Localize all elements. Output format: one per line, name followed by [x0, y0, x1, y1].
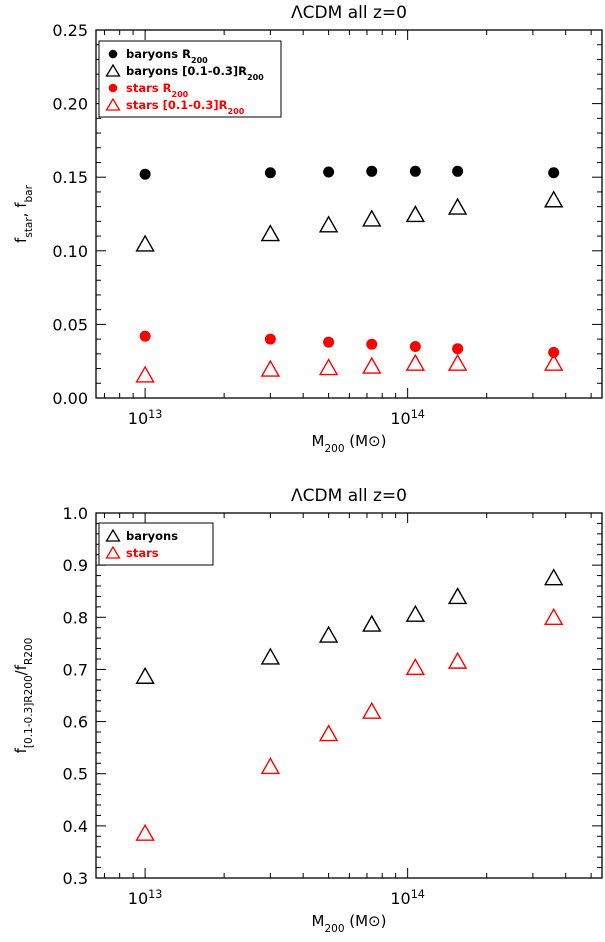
legend-label: baryons — [126, 529, 178, 543]
data-point — [318, 724, 339, 742]
data-point — [318, 358, 339, 376]
y-tick-label: 0.4 — [63, 817, 88, 836]
y-tick-label: 0.3 — [63, 869, 88, 888]
data-point — [260, 359, 281, 377]
y-tick-label: 0.10 — [52, 242, 88, 261]
data-point — [135, 365, 155, 383]
data-point — [548, 167, 560, 179]
data-point — [362, 701, 382, 719]
legend-marker — [105, 63, 121, 77]
data-point — [362, 356, 382, 374]
data-point — [447, 587, 468, 605]
data-point — [405, 657, 426, 676]
data-point — [447, 197, 468, 215]
legend-marker — [105, 97, 121, 111]
y-tick-label: 1.0 — [63, 504, 88, 523]
data-point — [264, 333, 276, 345]
chart-title: ΛCDM all z=0 — [291, 3, 407, 23]
data-point — [260, 757, 281, 775]
y-tick-label: 0.6 — [63, 713, 88, 732]
data-point — [452, 343, 464, 355]
x-tick-label: 1013 — [128, 408, 163, 429]
data-point — [548, 346, 560, 358]
data-point — [318, 625, 339, 643]
data-point — [135, 234, 155, 252]
data-point — [323, 336, 335, 348]
data-point — [362, 209, 382, 227]
x-tick-label: 1013 — [128, 888, 163, 909]
x-axis-label: M200 (M⊙) — [312, 432, 387, 455]
chart-panel-1: ΛCDM all z=0 1013 1014 0.00 0.05 0.10 0.15 0.20… — [12, 3, 603, 455]
legend-label: stars [0.1-0.3]R200 — [126, 98, 245, 116]
y-axis-label: f[0.1-0.3]R200/fR200 — [12, 638, 35, 754]
legend-label: baryons R200 — [126, 47, 208, 65]
plot-frame — [95, 512, 603, 879]
data-point — [405, 205, 426, 223]
data-point — [318, 215, 339, 233]
y-tick-label: 0.7 — [63, 660, 88, 679]
data-point — [452, 165, 464, 177]
data-point — [366, 338, 378, 350]
data-point — [260, 647, 281, 665]
data-point — [409, 340, 421, 352]
legend-label: stars — [126, 546, 159, 560]
data-point — [139, 168, 151, 180]
legend-marker — [108, 49, 118, 59]
data-point — [139, 330, 151, 342]
data-point — [366, 165, 378, 177]
y-tick-label: 0.20 — [52, 95, 88, 114]
data-point — [405, 353, 426, 371]
legend-label: stars R200 — [126, 81, 189, 99]
chart-title: ΛCDM all z=0 — [291, 486, 407, 506]
legend-label: baryons [0.1-0.3]R200 — [126, 64, 264, 82]
data-point — [447, 353, 468, 371]
x-tick-label: 1014 — [390, 888, 425, 909]
data-point — [135, 666, 155, 684]
x-axis-label: M200 (M⊙) — [312, 912, 387, 935]
data-point — [260, 224, 281, 242]
x-tick-label: 1014 — [390, 408, 425, 429]
y-tick-label: 0.25 — [52, 21, 88, 40]
data-point — [543, 607, 564, 626]
legend-marker — [105, 545, 121, 559]
data-point — [543, 190, 564, 208]
data-point — [323, 166, 335, 178]
data-point — [543, 568, 564, 586]
y-axis-label: fstar, fbar — [12, 184, 35, 243]
y-tick-label: 0.05 — [52, 315, 88, 334]
legend: baryons stars — [98, 522, 214, 566]
y-tick-label: 0.5 — [63, 765, 88, 784]
chart-panel-2: ΛCDM all z=0 1013 1014 0.3 0.4 0.5 0.6 0.7 0.8 0.… — [12, 486, 603, 935]
data-point — [543, 353, 564, 371]
legend-marker — [108, 83, 118, 93]
legend-marker — [105, 528, 121, 542]
y-tick-label: 0.8 — [63, 608, 88, 627]
data-point — [409, 165, 421, 177]
data-point — [447, 651, 468, 669]
data-point — [405, 604, 426, 622]
data-point — [264, 167, 276, 179]
y-tick-label: 0.9 — [63, 556, 88, 575]
y-tick-label: 0.15 — [52, 168, 88, 187]
data-point — [135, 823, 155, 841]
legend-box — [98, 40, 282, 118]
data-point — [362, 614, 382, 632]
y-tick-label: 0.00 — [52, 389, 88, 408]
